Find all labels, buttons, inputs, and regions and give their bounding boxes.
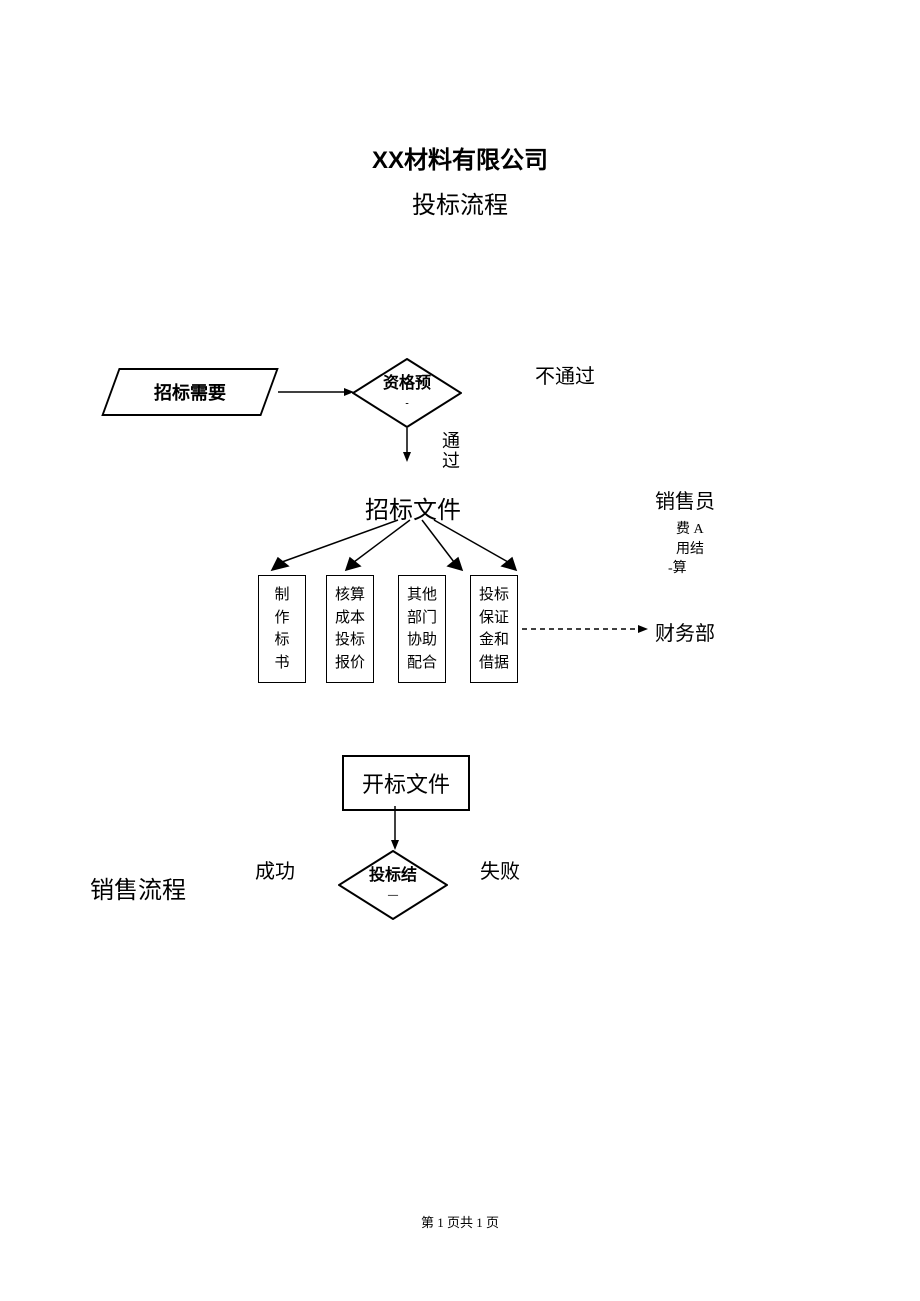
page-footer: 第 1 页共 1 页	[0, 1212, 920, 1231]
label-success: 成功	[255, 855, 295, 884]
box-deposit: 投标保证金和借据	[470, 575, 518, 683]
node-decision-result: 投标结—	[338, 850, 448, 920]
box-open-bid: 开标文件	[342, 755, 470, 811]
label-finance: 财务部	[655, 617, 715, 646]
arrow-start-to-d1	[278, 388, 356, 398]
company-title: XX材料有限公司	[0, 140, 920, 175]
arrow-d1-down	[400, 428, 414, 462]
label-sales-flow: 销售流程	[90, 870, 186, 905]
box-cost-calc: 核算成本投标报价	[326, 575, 374, 683]
box-make-bid: 制作标书	[258, 575, 306, 683]
label-sales-person: 销售员	[655, 485, 715, 514]
node-start: 招标需要	[101, 368, 278, 416]
node-decision-qualification: 资格预-	[352, 358, 462, 428]
subtitle: 投标流程	[0, 185, 920, 220]
label-fee: 费 A 用结 -算	[668, 520, 704, 579]
flowchart-page: XX材料有限公司 投标流程 招标需要 资格预- 不通过 通 过 招标文件 销售员…	[0, 0, 920, 1301]
label-not-pass: 不通过	[535, 360, 595, 389]
arrow-openbid-down	[388, 806, 402, 850]
label-pass: 通 过	[442, 432, 460, 472]
box-other-dept: 其他部门协助配合	[398, 575, 446, 683]
label-fail: 失败	[480, 855, 520, 884]
arrow-to-finance	[522, 625, 650, 635]
arrows-diverge	[258, 520, 528, 575]
